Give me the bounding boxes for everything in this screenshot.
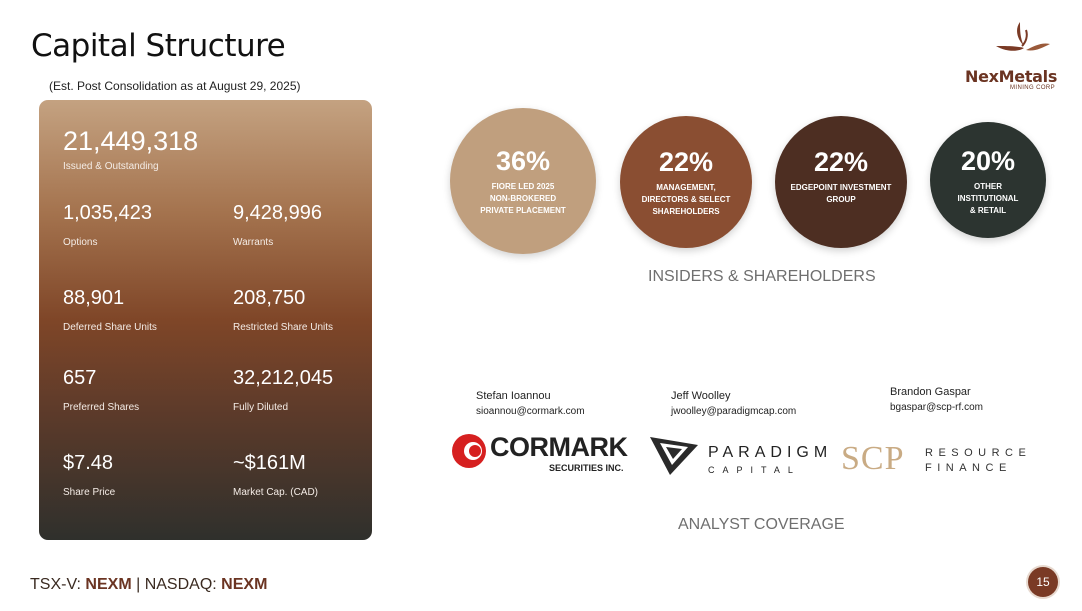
page-number: 15: [1028, 567, 1058, 597]
logo-subtext: MINING CORP: [1010, 85, 1056, 91]
stat-value: 9,428,996: [233, 202, 322, 224]
shareholder-circle-edgepoint: 22% EDGEPOINT INVESTMENT GROUP: [775, 116, 907, 248]
page-subtitle: (Est. Post Consolidation as at August 29…: [49, 79, 301, 93]
stat-label: Preferred Shares: [63, 402, 140, 413]
stat-value: 1,035,423: [63, 202, 152, 224]
stat-label: Market Cap. (CAD): [233, 487, 319, 498]
shareholder-label-line: DIRECTORS & SELECT: [641, 195, 731, 204]
shareholder-label: FIORE LED 2025 NON-BROKERED PRIVATE PLAC…: [474, 181, 571, 217]
stat-value: 88,901: [63, 287, 125, 309]
shareholder-label: OTHER INSTITUTIONAL & RETAIL: [952, 181, 1025, 217]
paradigm-logo-name: PARADIGM: [708, 444, 833, 461]
stat-preferred: 657 Preferred Shares: [63, 367, 139, 413]
stat-warrants: 9,428,996 Warrants: [233, 202, 322, 248]
analyst-name: Stefan Ioannou: [476, 390, 551, 402]
shareholder-pct: 22%: [658, 147, 714, 177]
shareholder-circle-other: 20% OTHER INSTITUTIONAL & RETAIL: [930, 122, 1046, 238]
exchange-nasdaq: NASDAQ:: [144, 576, 222, 593]
paradigm-logo-icon: [650, 437, 698, 475]
stat-label: Deferred Share Units: [63, 322, 157, 333]
analyst-scp: Brandon Gaspar bgaspar@scp-rf.com: [890, 384, 983, 416]
stat-value: 657: [63, 367, 97, 389]
shareholder-label-line: MANAGEMENT,: [656, 183, 716, 192]
shareholder-circle-fiore: 36% FIORE LED 2025 NON-BROKERED PRIVATE …: [450, 108, 596, 254]
stat-label: Warrants: [233, 237, 274, 248]
stat-value: 21,449,318: [63, 126, 199, 156]
shareholder-label-line: INSTITUTIONAL: [957, 194, 1019, 203]
bird-leaf-icon: [996, 22, 1050, 51]
shareholder-label-line: NON-BROKERED: [489, 194, 557, 203]
stat-label: Restricted Share Units: [233, 322, 334, 333]
stat-issued: 21,449,318 Issued & Outstanding: [63, 126, 198, 172]
analyst-coverage-heading: ANALYST COVERAGE: [678, 516, 845, 533]
analyst-email[interactable]: jwoolley@paradigmcap.com: [671, 406, 797, 417]
shareholder-label-line: OTHER: [973, 182, 1002, 191]
scp-logo-line1: RESOURCE: [925, 447, 1032, 459]
scp-logo-line2: FINANCE: [925, 462, 1012, 474]
stat-label: Fully Diluted: [233, 402, 289, 413]
ticker-footer: TSX-V: NEXM | NASDAQ: NEXM: [30, 576, 267, 594]
stat-diluted: 32,212,045 Fully Diluted: [233, 367, 333, 413]
shareholder-pct: 20%: [960, 146, 1016, 176]
stat-value: 208,750: [233, 287, 306, 309]
shareholder-label: EDGEPOINT INVESTMENT GROUP: [785, 182, 898, 206]
analyst-paradigm: Jeff Woolley jwoolley@paradigmcap.com: [671, 388, 796, 420]
ticker-tsxv: NEXM: [85, 576, 132, 593]
shareholder-label-line: PRIVATE PLACEMENT: [480, 206, 566, 215]
shareholder-label-line: SHAREHOLDERS: [652, 207, 720, 216]
shareholder-label-line: & RETAIL: [969, 206, 1007, 215]
capital-stats-card: 21,449,318 Issued & Outstanding 1,035,42…: [39, 100, 372, 540]
analyst-email[interactable]: bgaspar@scp-rf.com: [890, 402, 983, 413]
cormark-logo-sub: SECURITIES INC.: [549, 463, 624, 473]
analyst-name: Brandon Gaspar: [890, 386, 971, 398]
stat-label: Issued & Outstanding: [63, 161, 159, 172]
stat-value: $7.48: [63, 452, 114, 474]
shareholder-label: MANAGEMENT, DIRECTORS & SELECT SHAREHOLD…: [636, 182, 737, 218]
analyst-cormark: Stefan Ioannou sioannou@cormark.com: [476, 388, 585, 420]
paradigm-logo-sub: CAPITAL: [708, 465, 801, 475]
stat-value: 32,212,045: [233, 367, 334, 389]
shareholders-heading: INSIDERS & SHAREHOLDERS: [648, 268, 876, 285]
shareholder-label-line: FIORE LED 2025: [491, 182, 555, 191]
stat-share-price: $7.48 Share Price: [63, 452, 115, 498]
stat-label: Share Price: [63, 487, 116, 498]
shareholder-pct: 36%: [495, 146, 551, 176]
shareholder-label-line: EDGEPOINT INVESTMENT: [790, 183, 892, 192]
shareholder-pct: 22%: [813, 147, 869, 177]
analyst-name: Jeff Woolley: [671, 390, 731, 402]
stat-options: 1,035,423 Options: [63, 202, 152, 248]
stat-label: Options: [63, 237, 98, 248]
exchange-tsxv: TSX-V:: [30, 576, 86, 593]
analyst-email[interactable]: sioannou@cormark.com: [476, 406, 585, 417]
stat-dsu: 88,901 Deferred Share Units: [63, 287, 157, 333]
stat-value: ~$161M: [233, 452, 306, 474]
ticker-nasdaq: NEXM: [221, 576, 268, 593]
cormark-logo-name: CORMARK: [490, 432, 628, 462]
stat-market-cap: ~$161M Market Cap. (CAD): [233, 452, 318, 498]
cormark-logo-icon: [452, 434, 486, 468]
stat-rsu: 208,750 Restricted Share Units: [233, 287, 333, 333]
scp-logo-mark: SCP: [841, 440, 905, 477]
logo-name: NexMetals: [965, 67, 1058, 86]
shareholder-label-line: GROUP: [826, 195, 856, 204]
ticker-separator: |: [131, 576, 145, 593]
shareholder-circle-management: 22% MANAGEMENT, DIRECTORS & SELECT SHARE…: [620, 116, 752, 248]
page-title: Capital Structure: [31, 28, 286, 64]
